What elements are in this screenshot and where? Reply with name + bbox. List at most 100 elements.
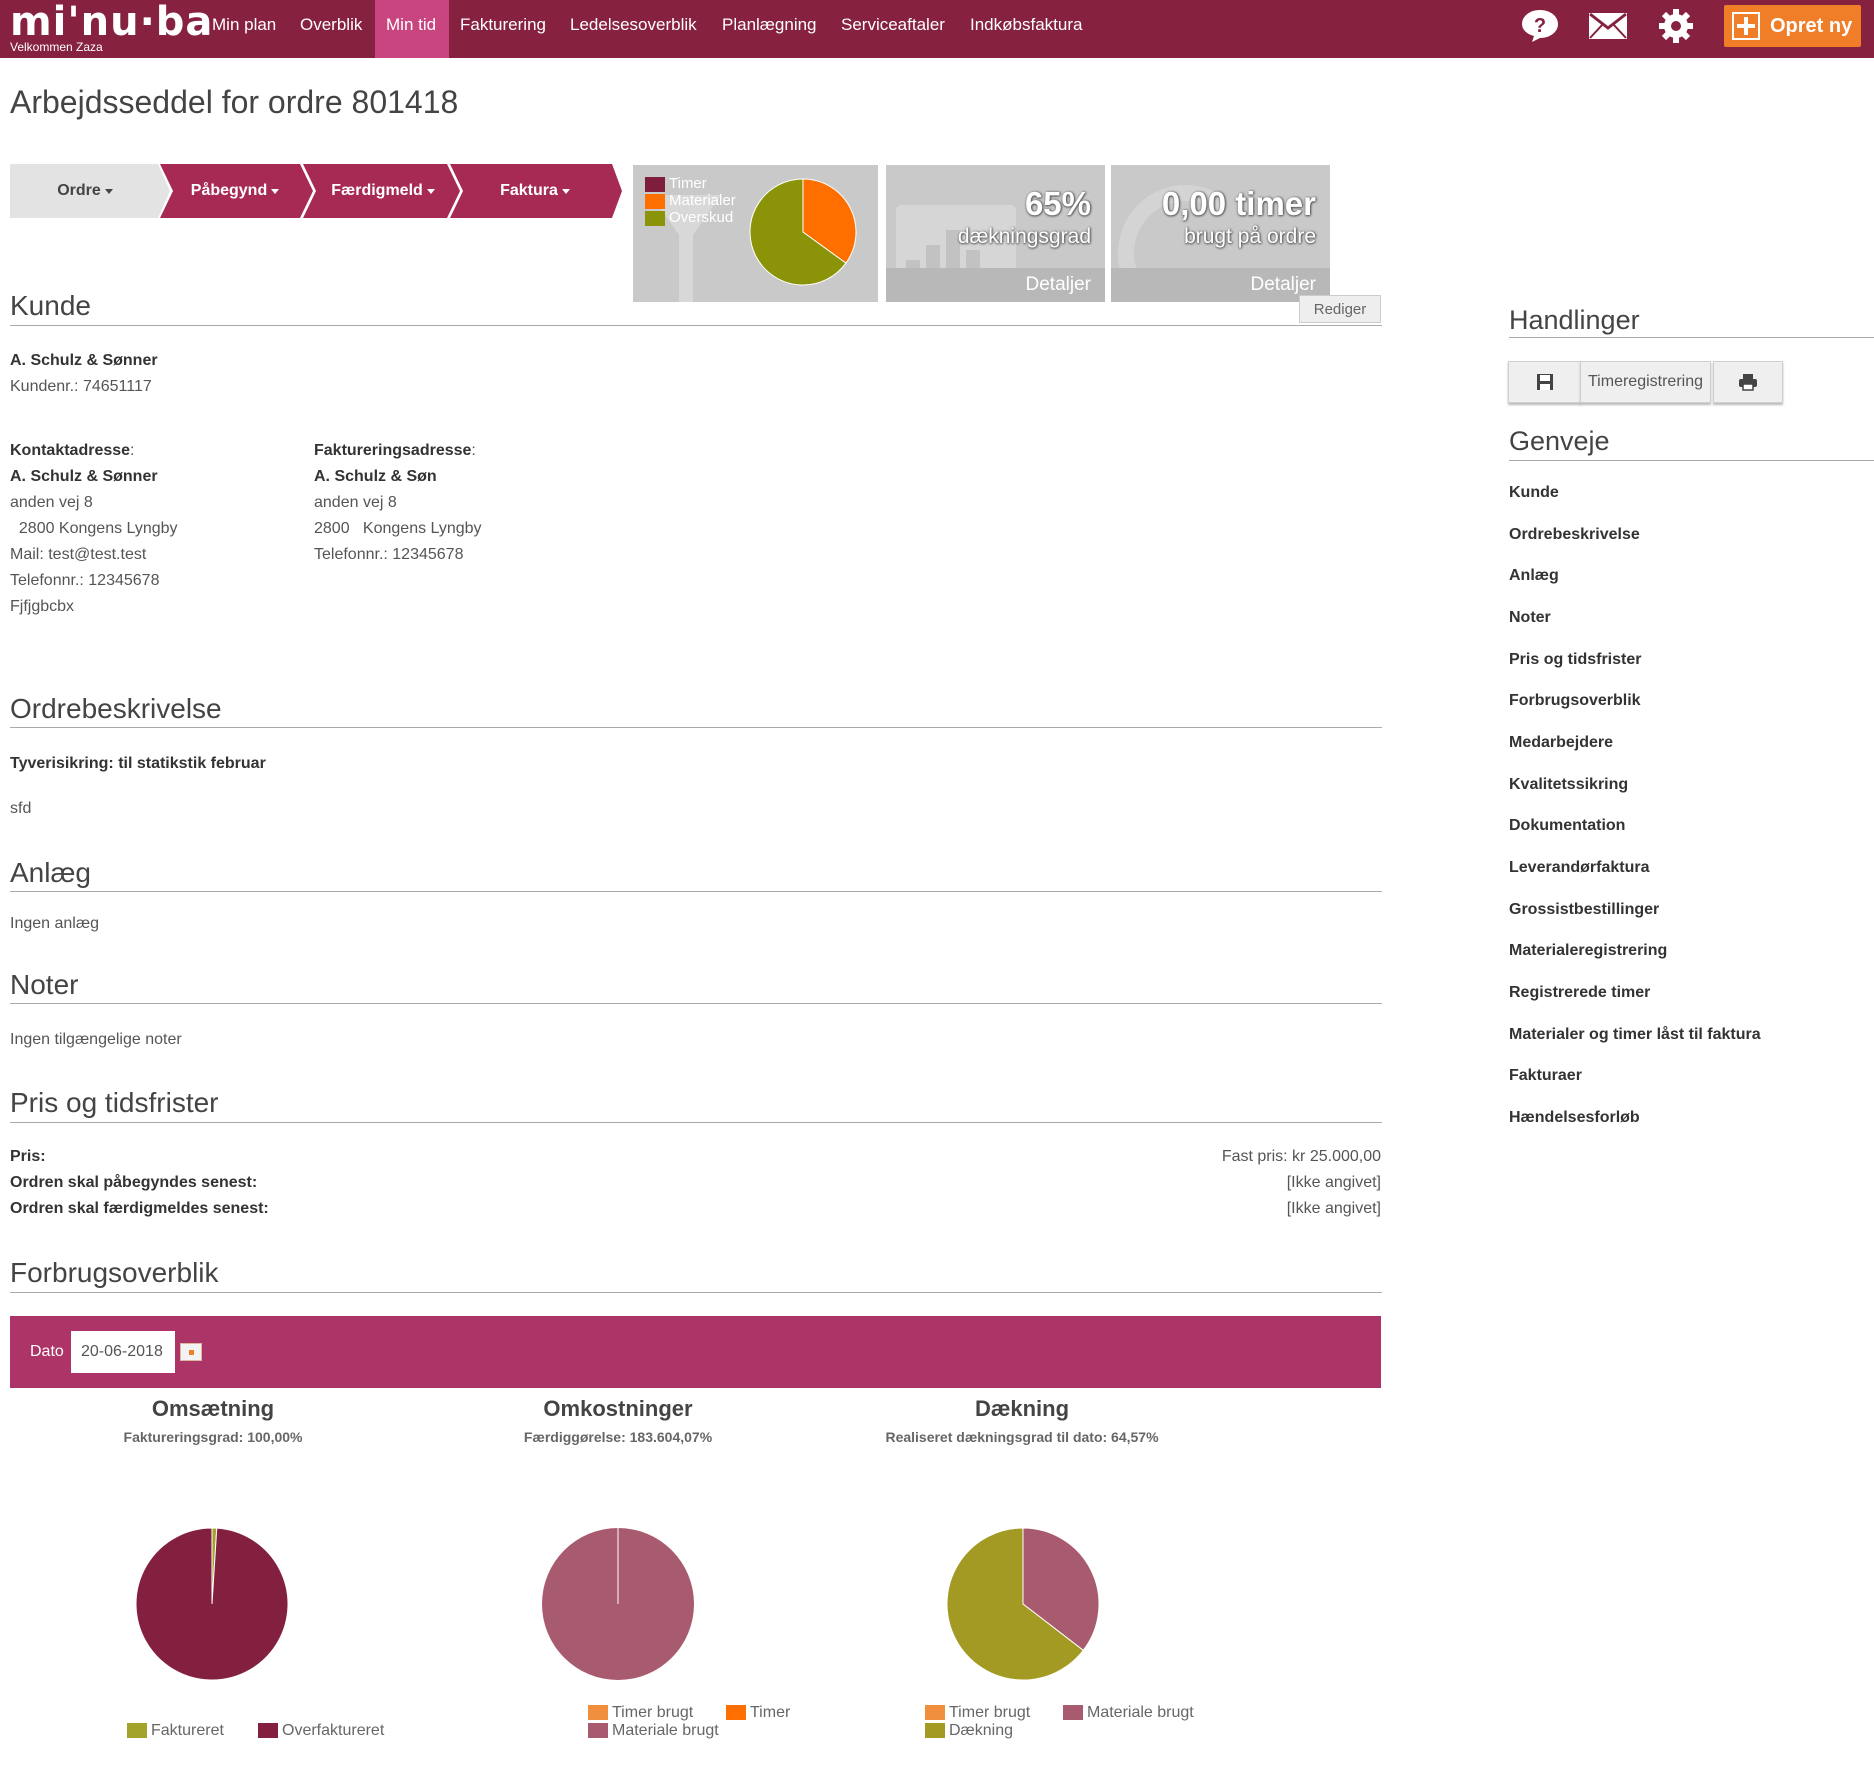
save-button[interactable] [1508, 361, 1582, 403]
legend-overfaktureret-swatch [258, 1723, 278, 1739]
shortcut-materialeregistrering[interactable]: Materialeregistrering [1509, 942, 1668, 959]
section-title-anlaeg: Anlæg [10, 857, 91, 888]
divider [10, 1292, 1382, 1293]
contact-line: Telefonnr.: 12345678 [10, 572, 160, 589]
edit-button[interactable]: Rediger [1299, 295, 1381, 323]
legend-timer-swatch [645, 176, 665, 192]
shortcut-kunde[interactable]: Kunde [1509, 484, 1559, 501]
step-pabegynd[interactable]: Påbegynd [170, 164, 300, 218]
section-title-pris: Pris og tidsfrister [10, 1087, 219, 1118]
legend-timer-brugt-swatch [588, 1705, 608, 1721]
section-title-forbrug: Forbrugsoverblik [10, 1257, 219, 1288]
mail-icon[interactable] [1586, 8, 1630, 44]
coverage-widget[interactable]: 65% dækningsgrad Detaljer [886, 165, 1105, 302]
time-registration-button[interactable]: Timeregistrering [1580, 361, 1711, 403]
hours-label: brugt på ordre [1184, 225, 1316, 248]
create-new-button[interactable]: Opret ny [1724, 5, 1861, 47]
legend-overfaktureret-label: Overfaktureret [282, 1722, 385, 1739]
legend-timer-brugt: Timer brugt [588, 1704, 693, 1722]
contact-line: Mail: test@test.test [10, 546, 147, 563]
shortcut-anlaeg[interactable]: Anlæg [1509, 567, 1559, 584]
widget-legend: Timer Materialer Overskud [645, 175, 736, 226]
nav-overblik[interactable]: Overblik [300, 15, 363, 34]
divider [1509, 460, 1874, 461]
shortcut-forbrugsoverblik[interactable]: Forbrugsoverblik [1509, 692, 1641, 709]
shortcut-medarbejdere[interactable]: Medarbejdere [1509, 734, 1614, 751]
contact-line: A. Schulz & Sønner [10, 468, 158, 485]
cost-distribution-widget[interactable]: Timer Materialer Overskud [633, 165, 878, 302]
divider [10, 727, 1382, 728]
legend-materiale-brugt-label: Materiale brugt [1087, 1704, 1194, 1721]
nav-ledelsesoverblik[interactable]: Ledelsesoverblik [570, 15, 697, 34]
shortcut-registrerede-timer[interactable]: Registrerede timer [1509, 984, 1651, 1001]
shortcut-haendelsesforlob[interactable]: Hændelsesforløb [1509, 1109, 1640, 1126]
help-icon[interactable]: ? [1518, 8, 1562, 44]
shortcut-ordrebeskrivelse[interactable]: Ordrebeskrivelse [1509, 526, 1640, 543]
welcome-text: Velkommen Zaza [10, 40, 103, 54]
finish-deadline-value: [Ikke angivet] [1286, 1200, 1381, 1217]
nav-indkobsfaktura[interactable]: Indkøbsfaktura [970, 15, 1083, 34]
nav-min-plan[interactable]: Min plan [212, 15, 277, 34]
shortcut-leverandorfaktura[interactable]: Leverandørfaktura [1509, 859, 1650, 876]
hours-details-link[interactable]: Detaljer [1111, 268, 1330, 302]
legend-timer: Timer [669, 175, 707, 192]
nav-fakturering[interactable]: Fakturering [460, 15, 546, 34]
contact-address-label: Kontaktadresse [10, 442, 131, 459]
legend-materiale-brugt: Materiale brugt [1063, 1704, 1194, 1722]
calendar-icon[interactable] [180, 1343, 202, 1361]
start-deadline-value: [Ikke angivet] [1286, 1174, 1381, 1191]
step-faktura[interactable]: Faktura [460, 164, 610, 218]
step-faerdigmeld-label: Færdigmeld [331, 182, 423, 199]
billing-line: anden vej 8 [314, 494, 397, 511]
nav-serviceaftaler[interactable]: Serviceaftaler [841, 15, 945, 34]
notes-body: Ingen tilgængelige noter [10, 1031, 182, 1048]
pie-chart-omkostninger [542, 1528, 694, 1680]
legend-materiale-brugt-swatch [1063, 1705, 1083, 1721]
start-deadline-label: Ordren skal påbegyndes senest: [10, 1174, 258, 1191]
create-new-label: Opret ny [1770, 14, 1853, 37]
date-input[interactable] [71, 1331, 175, 1373]
step-faktura-label: Faktura [500, 182, 558, 199]
step-faerdigmeld[interactable]: Færdigmeld [313, 164, 453, 218]
svg-text:?: ? [1534, 15, 1546, 37]
minuba-logo[interactable]: mi'nu·ba [10, 0, 214, 45]
divider [10, 891, 1382, 892]
legend-daekning-swatch [925, 1723, 945, 1739]
shortcut-noter[interactable]: Noter [1509, 609, 1551, 626]
step-ordre-label: Ordre [57, 182, 101, 199]
pie-slice-overfaktureret [135, 1527, 289, 1681]
shortcut-dokumentation[interactable]: Dokumentation [1509, 817, 1626, 834]
legend-timer-brugt: Timer brugt [925, 1704, 1030, 1722]
hours-details-label: Detaljer [1250, 274, 1316, 295]
shortcut-laast-til-faktura[interactable]: Materialer og timer låst til faktura [1509, 1026, 1761, 1043]
pie-chart-omsaetning [135, 1527, 289, 1681]
legend-materiale-brugt: Materiale brugt [588, 1722, 719, 1740]
print-button[interactable] [1713, 361, 1783, 403]
chart-subtitle-daekning: Realiseret dækningsgrad til dato: 64,57% [885, 1429, 1159, 1445]
coverage-details-link[interactable]: Detaljer [886, 268, 1105, 302]
legend-materialer-swatch [645, 193, 665, 209]
shortcut-pris[interactable]: Pris og tidsfrister [1509, 651, 1642, 668]
step-ordre[interactable]: Ordre [10, 164, 160, 218]
chart-subtitle-omkostninger: Færdiggørelse: 183.604,07% [523, 1429, 713, 1445]
billing-address-label: Faktureringsadresse [314, 442, 472, 459]
page-title: Arbejdsseddel for ordre 801418 [10, 84, 459, 120]
shortcut-grossistbestillinger[interactable]: Grossistbestillinger [1509, 901, 1660, 918]
plus-icon [1732, 12, 1760, 40]
printer-icon [1739, 374, 1757, 391]
time-registration-label: Timeregistrering [1588, 373, 1703, 390]
top-navigation-bar: mi'nu·ba Velkommen Zaza Min plan Overbli… [0, 0, 1874, 58]
legend-overfaktureret: Overfaktureret [258, 1722, 384, 1740]
legend-daekning-label: Dækning [949, 1722, 1014, 1739]
settings-gear-icon[interactable] [1654, 8, 1698, 44]
shortcut-kvalitetssikring[interactable]: Kvalitetssikring [1509, 776, 1629, 793]
legend-faktureret: Faktureret [127, 1722, 224, 1740]
nav-planlaegning[interactable]: Planlægning [722, 15, 817, 34]
coverage-value: 65% [1024, 185, 1091, 222]
nav-min-tid[interactable]: Min tid [375, 0, 449, 58]
shortcut-fakturaer[interactable]: Fakturaer [1509, 1067, 1582, 1084]
billing-line: 2800 Kongens Lyngby [314, 520, 482, 537]
step-pabegynd-label: Påbegynd [190, 182, 268, 199]
hours-widget[interactable]: 0,00 timer brugt på ordre Detaljer [1111, 165, 1330, 302]
coverage-label: dækningsgrad [957, 225, 1091, 248]
